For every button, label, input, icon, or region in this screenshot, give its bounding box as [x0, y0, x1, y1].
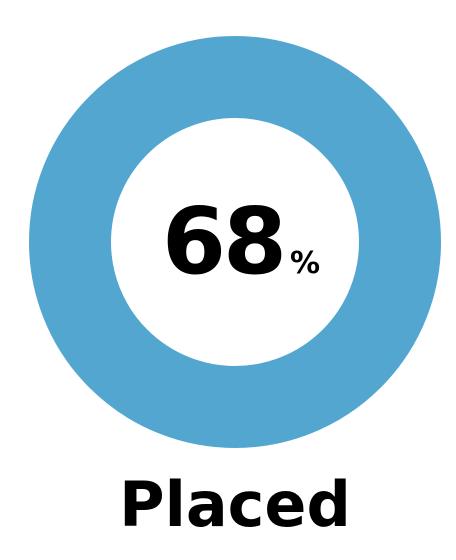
stat-label: Placed [119, 468, 351, 541]
donut-ring [29, 36, 441, 448]
donut-chart [29, 36, 441, 448]
